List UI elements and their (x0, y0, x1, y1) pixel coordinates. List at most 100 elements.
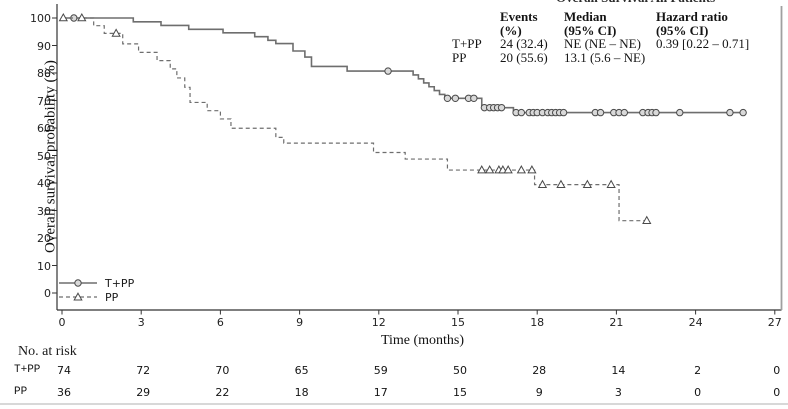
y-tick-label: 0 (44, 287, 51, 300)
series-pp-line (62, 17, 649, 222)
risk-count: 72 (136, 364, 151, 377)
risk-count: 65 (294, 364, 309, 377)
censor-mark-triangle (642, 215, 652, 224)
risk-count: 15 (453, 386, 467, 399)
censor-mark-triangle (556, 179, 566, 188)
x-tick-label: 6 (216, 316, 224, 329)
risk-table-title: No. at risk (18, 344, 77, 359)
censor-mark-triangle (537, 179, 548, 188)
x-tick-label: 24 (688, 316, 703, 329)
stats-header-events: Events (500, 9, 538, 24)
stats-header-events-2: (%) (500, 22, 522, 38)
legend-label-tpp: T+PP (105, 276, 135, 290)
censor-mark-circle (559, 108, 568, 117)
y-tick-label: 20 (37, 232, 51, 245)
legend-solid-line-circle-icon (59, 279, 97, 287)
risk-count: 0 (773, 386, 781, 399)
censor-mark-circle (596, 108, 605, 117)
x-tick-label: 3 (137, 316, 145, 329)
y-tick-label: 50 (37, 149, 51, 163)
risk-count: 22 (215, 386, 230, 399)
plot-legend: T+PP PP (58, 276, 134, 304)
censor-mark-circle (384, 67, 392, 75)
risk-count: 14 (611, 364, 626, 377)
risk-count: 9 (535, 386, 543, 399)
x-tick-label: 9 (296, 316, 304, 329)
censor-mark-circle (620, 108, 629, 117)
stats-header-hazard: Hazard ratio (656, 9, 728, 24)
risk-row-label-pp: PP (14, 386, 28, 398)
y-tick-label: 30 (37, 204, 51, 218)
window-edge (0, 403, 788, 405)
risk-count: 59 (373, 364, 388, 377)
x-axis-title: Time (months) (380, 333, 465, 348)
cropped-text: Overall Survival All Patients (556, 0, 771, 6)
stats-header-median-2: (95% CI) (564, 22, 617, 38)
stats-header-median: Median (564, 9, 607, 24)
stats-cell-blank (452, 10, 500, 24)
legend-item-pp: PP (58, 290, 134, 304)
stats-median-value: 13.1 (5.6 – NE) (564, 49, 646, 65)
stats-hazard-value (656, 51, 788, 65)
x-tick-label: 15 (451, 316, 465, 329)
risk-count: 0 (694, 386, 702, 399)
censor-mark-triangle (58, 12, 68, 22)
risk-count: 0 (773, 364, 781, 377)
risk-count: 74 (57, 364, 71, 377)
stats-header-hazard-2: (95% CI) (656, 22, 709, 38)
risk-count: 3 (614, 386, 622, 399)
x-tick-label: 0 (58, 316, 66, 329)
stats-hazard-value: 0.39 [0.22 – 0.71] (656, 36, 750, 51)
censor-mark-circle (739, 108, 747, 117)
legend-item-tpp: T+PP (58, 276, 134, 290)
censor-mark-circle (497, 103, 506, 112)
stats-events-value: 24 (32.4) (500, 36, 548, 51)
censor-mark-circle (470, 94, 478, 103)
risk-count: 17 (373, 386, 388, 399)
risk-count: 36 (57, 386, 71, 399)
stats-row-label: T+PP (452, 36, 482, 51)
y-tick-label: 70 (37, 94, 51, 108)
y-tick-label: 60 (37, 122, 51, 135)
x-tick-label: 12 (371, 316, 386, 329)
censor-mark-circle (652, 108, 660, 117)
risk-count: 29 (136, 386, 151, 399)
censor-mark-triangle (503, 165, 513, 174)
censor-mark-triangle (516, 165, 527, 174)
risk-count: 28 (532, 364, 547, 377)
stats-row-label: PP (452, 49, 467, 65)
y-tick-label: 40 (37, 177, 51, 190)
y-tick-label: 90 (37, 39, 51, 53)
x-tick-label: 18 (530, 316, 545, 329)
stats-table: Events Median Hazard ratio (%) (95% CI) … (452, 10, 788, 64)
risk-count: 50 (453, 364, 467, 377)
y-tick-label: 80 (37, 67, 51, 80)
legend-dashed-line-triangle-icon (59, 292, 97, 301)
censor-mark-triangle (485, 165, 495, 174)
risk-count: 70 (215, 364, 230, 377)
censor-mark-circle (726, 108, 734, 117)
censor-mark-circle (451, 94, 460, 103)
censor-mark-triangle (111, 28, 121, 37)
x-tick-label: 21 (609, 316, 624, 329)
cropped-text-fragment: Overall Survival All Patients (556, 0, 771, 7)
censor-mark-triangle (527, 165, 537, 174)
legend-label-pp: PP (105, 290, 119, 304)
stats-cell-blank (452, 24, 500, 38)
censor-mark-circle (517, 108, 526, 117)
stats-median-value: NE (NE – NE) (564, 36, 641, 51)
y-tick-label: 10 (37, 259, 51, 273)
censor-mark-triangle (606, 179, 616, 188)
stats-events-value: 20 (55.6) (500, 49, 548, 65)
censor-mark-circle (676, 108, 684, 117)
risk-row-label-tpp: T+PP (14, 364, 41, 376)
risk-count: 2 (694, 364, 702, 377)
risk-count: 18 (294, 386, 309, 399)
censor-mark-triangle (77, 12, 87, 22)
series-tpp-line (62, 17, 744, 114)
x-tick-label: 27 (767, 316, 782, 329)
y-tick-label: 100 (30, 12, 51, 25)
censor-mark-triangle (582, 179, 593, 188)
